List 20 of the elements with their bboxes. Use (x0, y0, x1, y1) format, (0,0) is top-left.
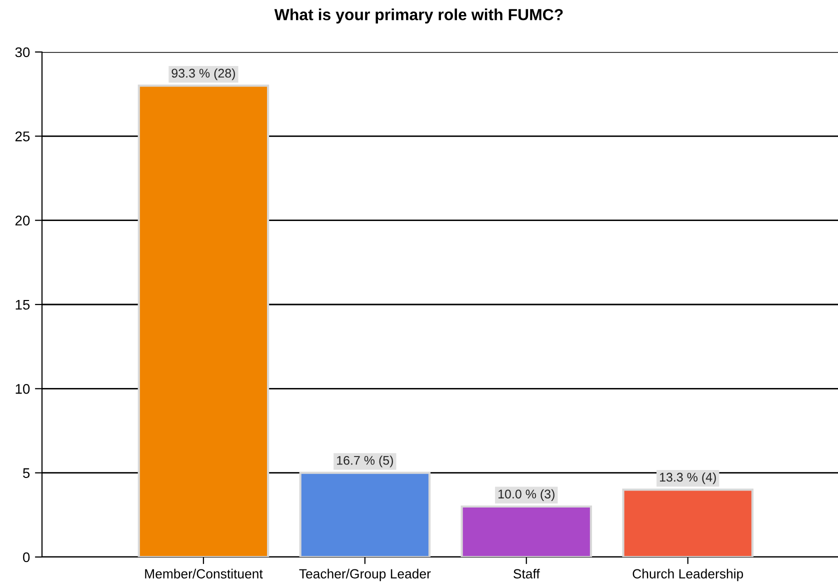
data-label: 13.3 % (4) (660, 472, 716, 484)
bar (138, 84, 270, 557)
bar (299, 472, 431, 557)
y-tick-label: 20 (15, 216, 30, 226)
x-tick-label: Staff (514, 568, 540, 578)
data-label: 10.0 % (3) (498, 489, 554, 501)
y-tick-label: 30 (15, 47, 30, 58)
y-tick-label: 5 (23, 468, 30, 478)
y-tick-label: 10 (16, 384, 30, 394)
bar (622, 488, 754, 557)
y-tick-label: 25 (15, 132, 30, 142)
x-tick-label: Church Leadership (632, 568, 744, 582)
x-tick-label: Teacher/Group Leader (299, 568, 431, 582)
x-tick-label: Member/Constituent (145, 568, 263, 578)
y-tick-label: 15 (16, 300, 30, 310)
data-label: 93.3 % (28) (172, 68, 235, 80)
chart-title: What is your primary role with FUMC? (274, 8, 563, 24)
y-tick-label: 0 (23, 552, 30, 562)
bar (460, 505, 592, 557)
data-label: 16.7 % (5) (337, 456, 393, 468)
